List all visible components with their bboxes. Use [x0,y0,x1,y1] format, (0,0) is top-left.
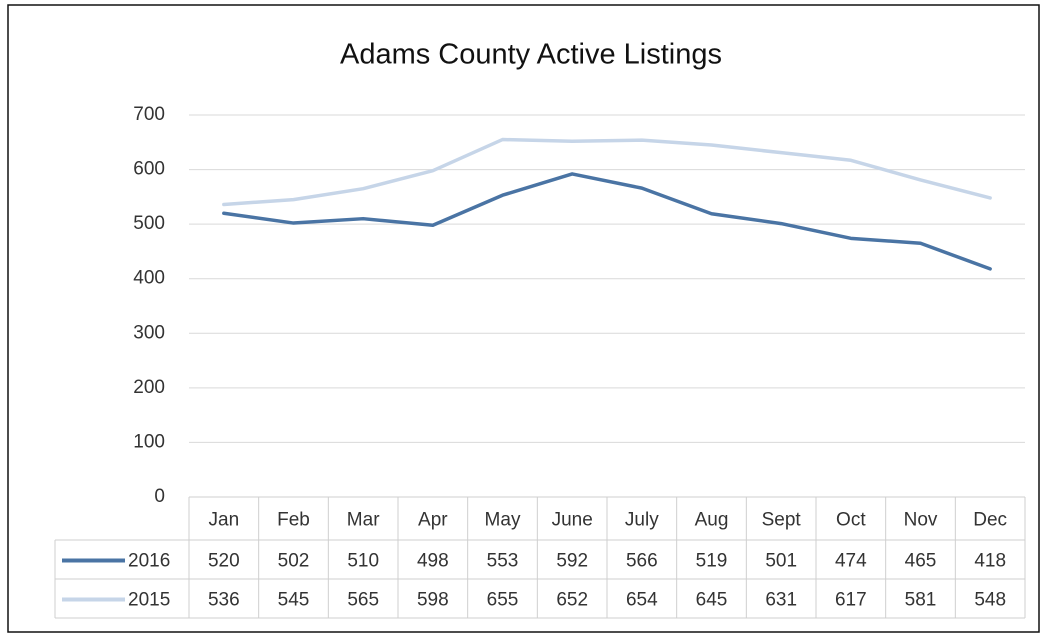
table-value: 566 [626,551,658,572]
x-tick-label: Apr [418,510,448,531]
y-tick-label: 300 [133,322,165,343]
table-value: 654 [626,590,658,611]
y-tick-label: 500 [133,213,165,234]
x-tick-label: June [552,510,593,531]
table-value: 645 [696,590,728,611]
table-value: 418 [974,551,1006,572]
x-tick-label: Mar [347,510,380,531]
x-tick-label: Jan [209,510,240,531]
y-tick-label: 200 [133,377,165,398]
series-line [222,172,992,271]
y-tick-label: 100 [133,431,165,452]
table-value: 598 [417,590,449,611]
legend-label: 2015 [128,590,170,611]
table-value: 545 [278,590,310,611]
table-value: 631 [765,590,797,611]
x-tick-label: Dec [973,510,1007,531]
x-tick-label: Oct [836,510,866,531]
table-value: 510 [347,551,379,572]
x-tick-label: Aug [695,510,729,531]
legend-label: 2016 [128,551,170,572]
x-tick-label: July [625,510,659,531]
table-value: 501 [765,551,797,572]
x-tick-label: Feb [277,510,310,531]
y-tick-label: 0 [154,486,165,507]
table-value: 520 [208,551,240,572]
chart-title: Adams County Active Listings [340,39,722,71]
table-value: 655 [487,590,519,611]
table-value: 465 [905,551,937,572]
x-tick-label: Nov [904,510,938,531]
table-value: 581 [905,590,937,611]
table-value: 536 [208,590,240,611]
y-tick-label: 600 [133,159,165,180]
chart-border [7,4,1040,633]
y-tick-label: 700 [133,104,165,125]
y-tick-label: 400 [133,268,165,289]
table-value: 502 [278,551,310,572]
table-value: 498 [417,551,449,572]
table-value: 553 [487,551,519,572]
x-tick-label: Sept [762,510,802,531]
table-value: 548 [974,590,1006,611]
x-tick-label: May [485,510,521,531]
table-value: 592 [556,551,588,572]
table-value: 565 [347,590,379,611]
table-value: 474 [835,551,867,572]
table-value: 519 [696,551,728,572]
series-line [222,137,992,207]
table-value: 652 [556,590,588,611]
table-value: 617 [835,590,867,611]
